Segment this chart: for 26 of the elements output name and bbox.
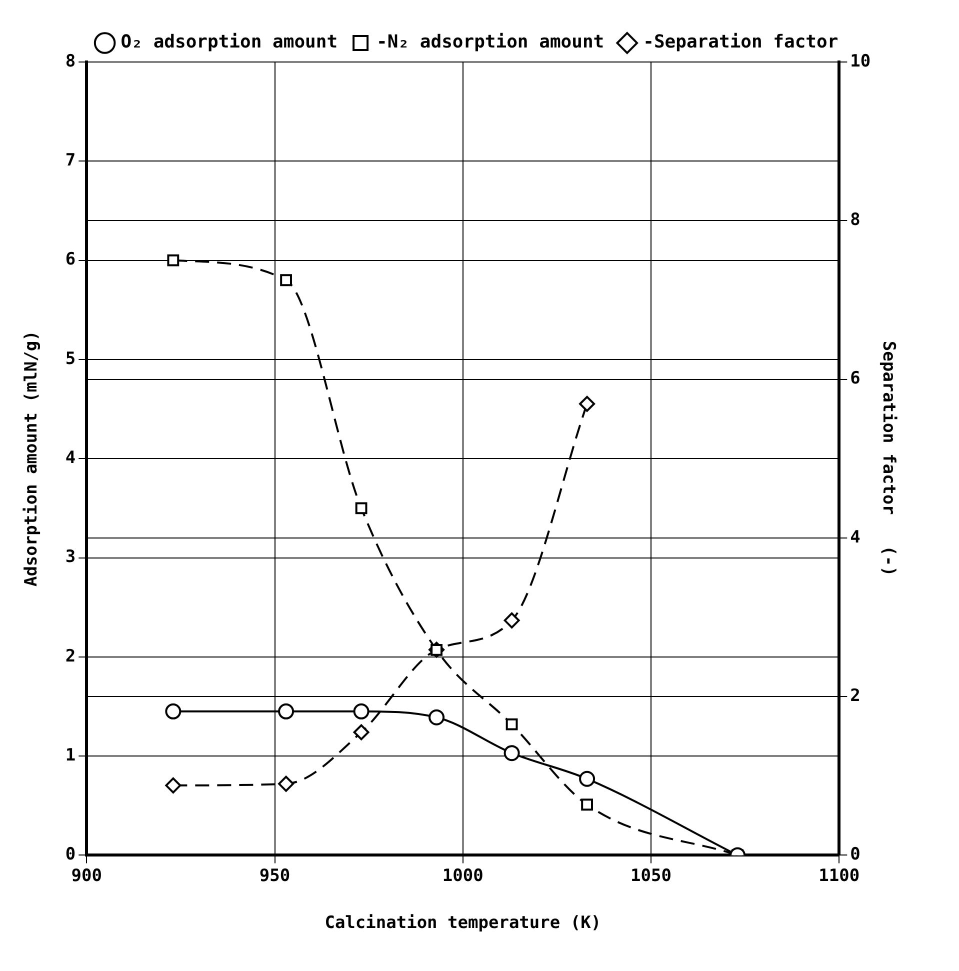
y-tick-label: 5 [65,348,76,369]
x-tick-label: 950 [259,866,290,886]
y-tick-label: 4 [65,448,76,468]
x-tick-label: 1100 [818,866,860,886]
y2-tick-label: 10 [850,51,871,72]
y-tick-label: 6 [65,250,76,270]
y-tick-label: 3 [65,547,76,568]
y2-tick-label: 2 [850,686,860,706]
legend-label: -Separation factor [643,32,838,53]
legend-label: -N₂ adsorption amount [376,32,604,53]
legend-label: O₂ adsorption amount [120,32,338,53]
x-axis-title: Calcination temperature (K) [324,913,602,934]
y2-tick-label: 0 [850,844,860,865]
y-tick-label: 8 [65,51,76,72]
y-tick-label: 7 [65,150,76,171]
y-tick-label: 2 [65,646,76,666]
y-axis-title: Adsorption amount (mlN/g) [22,330,42,587]
x-tick-label: 900 [71,866,102,886]
x-tick-label: 1050 [630,866,672,886]
y-tick-label: 0 [65,844,76,865]
y2-tick-label: 4 [850,527,860,548]
y2-tick-label: 8 [850,210,860,230]
x-tick-label: 1000 [442,866,484,886]
y2-tick-label: 6 [850,368,860,389]
y-tick-label: 1 [65,745,76,766]
y2-axis-title: Separation factor (-) [878,340,898,576]
